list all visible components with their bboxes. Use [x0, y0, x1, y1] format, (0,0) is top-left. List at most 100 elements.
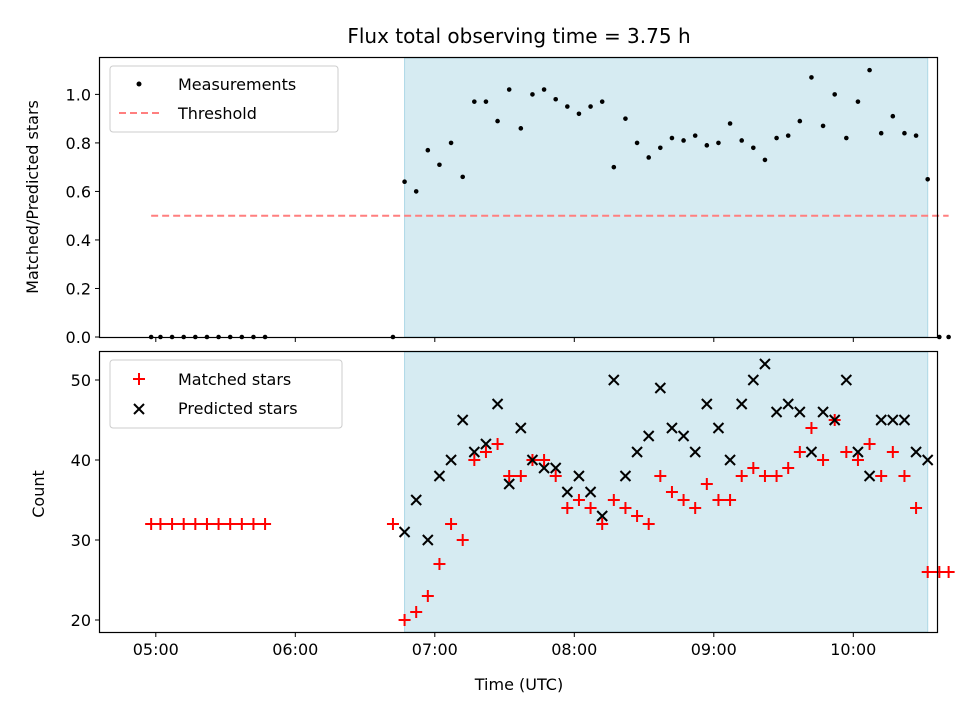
measurement-point: [448, 140, 454, 146]
matched-star-point: [445, 518, 458, 530]
predicted-star-point: [712, 422, 725, 434]
predicted-star-point: [561, 486, 574, 498]
matched-star-point: [689, 502, 702, 514]
x-tick-label: 08:00: [551, 640, 597, 659]
measurement-point: [820, 123, 826, 129]
predicted-star-point: [794, 406, 806, 418]
count-legend: Matched stars Predicted stars: [109, 359, 343, 429]
matched-star-point: [572, 494, 585, 506]
measurement-point: [878, 130, 884, 136]
measurement-point: [832, 92, 837, 97]
measurement-point: [855, 99, 861, 104]
matched-star-point: [619, 502, 632, 514]
matched-star-point: [665, 486, 678, 498]
predicted-star-point: [398, 526, 411, 538]
predicted-star-point: [491, 398, 504, 410]
matched-legend-label: Matched stars: [178, 370, 291, 389]
predicted-star-point: [596, 510, 608, 522]
matched-star-point: [875, 470, 888, 482]
matched-star-point: [677, 494, 690, 506]
matched-star-point: [584, 502, 597, 514]
matched-star-point: [805, 422, 818, 434]
predicted-star-point: [747, 374, 760, 386]
matched-star-point: [433, 558, 446, 570]
measurement-point: [716, 140, 721, 146]
predicted-star-point: [619, 470, 632, 482]
x-tick-label: 06:00: [272, 640, 318, 659]
measurement-point: [506, 87, 512, 92]
predicted-star-point: [828, 414, 841, 426]
matched-star-point: [456, 534, 469, 546]
predicted-star-point: [689, 446, 701, 458]
measurement-point: [588, 104, 593, 109]
matched-star-point: [479, 446, 492, 458]
predicted-star-point: [701, 398, 713, 410]
measurement-point: [413, 189, 419, 194]
matched-star-point: [596, 518, 609, 530]
matched-star-point: [898, 470, 911, 482]
measurement-point: [437, 162, 442, 168]
predicted-star-point: [468, 446, 481, 458]
measurement-point: [809, 75, 814, 80]
x-axis-title: Time (UTC): [474, 675, 563, 694]
matched-star-point: [386, 518, 399, 530]
predicted-star-point: [735, 398, 748, 410]
matched-star-point: [735, 470, 748, 482]
matched-star-point: [561, 502, 574, 514]
ratio-y-tick-label: 0.6: [66, 182, 91, 201]
predicted-legend-label: Predicted stars: [178, 399, 298, 418]
count-y-tick-label: 20: [71, 611, 91, 630]
ratio-y-tick-label: 0.4: [66, 231, 91, 250]
measurement-point: [541, 87, 547, 92]
ratio-panel: 0.0 0.2 0.4 0.6 0.8 1.0 Matched/Predicted sta…: [23, 56, 951, 347]
matched-star-point: [549, 470, 562, 482]
count-y-tick-label: 30: [71, 531, 91, 550]
measurement-point: [472, 99, 477, 104]
predicted-star-point: [642, 430, 655, 442]
measurement-point: [913, 133, 919, 138]
predicted-star-point: [456, 414, 469, 426]
measurement-point: [762, 157, 768, 163]
measurement-point: [739, 138, 744, 143]
predicted-star-point: [410, 494, 422, 506]
matched-star-point: [224, 518, 237, 530]
matched-star-point: [910, 502, 923, 514]
predicted-star-point: [480, 438, 492, 450]
ratio-y-tick-label: 0.2: [66, 279, 91, 298]
matched-star-point: [770, 470, 783, 482]
predicted-star-point: [759, 358, 771, 370]
matched-star-point: [782, 462, 795, 474]
predicted-star-point: [422, 534, 434, 546]
matched-star-point: [514, 470, 527, 482]
matched-star-point: [724, 494, 737, 506]
predicted-star-point: [910, 446, 922, 458]
measurement-point: [658, 145, 663, 151]
matched-star-point: [758, 470, 771, 482]
matched-star-point: [200, 518, 213, 530]
matched-star-point: [212, 518, 225, 530]
matched-star-point: [886, 446, 899, 458]
matched-star-point: [259, 518, 272, 530]
measurement-point: [727, 121, 733, 126]
ratio-legend-box: [109, 65, 339, 133]
matched-star-point: [154, 518, 167, 530]
matched-star-point: [921, 566, 934, 578]
matched-star-point: [700, 478, 713, 490]
measurement-point: [704, 143, 710, 148]
x-tick-label: 10:00: [830, 640, 876, 659]
count-panel-frame: [98, 350, 939, 634]
count-y-tick-label: 40: [71, 451, 91, 470]
predicted-star-point: [573, 470, 585, 482]
predicted-star-point: [608, 374, 620, 386]
count-legend-box: [109, 359, 343, 429]
predicted-star-point: [526, 454, 539, 466]
ratio-y-axis-title: Matched/Predicted stars: [23, 100, 42, 294]
measurement-point: [402, 179, 407, 185]
predicted-star-point: [503, 478, 515, 490]
measurement-point: [495, 118, 500, 124]
ratio-legend: Measurements Threshold: [109, 65, 339, 133]
matched-star-point: [398, 614, 411, 626]
matched-star-point: [712, 494, 725, 506]
predicted-star-point: [445, 454, 457, 466]
threshold-legend-label: Threshold: [177, 104, 257, 123]
